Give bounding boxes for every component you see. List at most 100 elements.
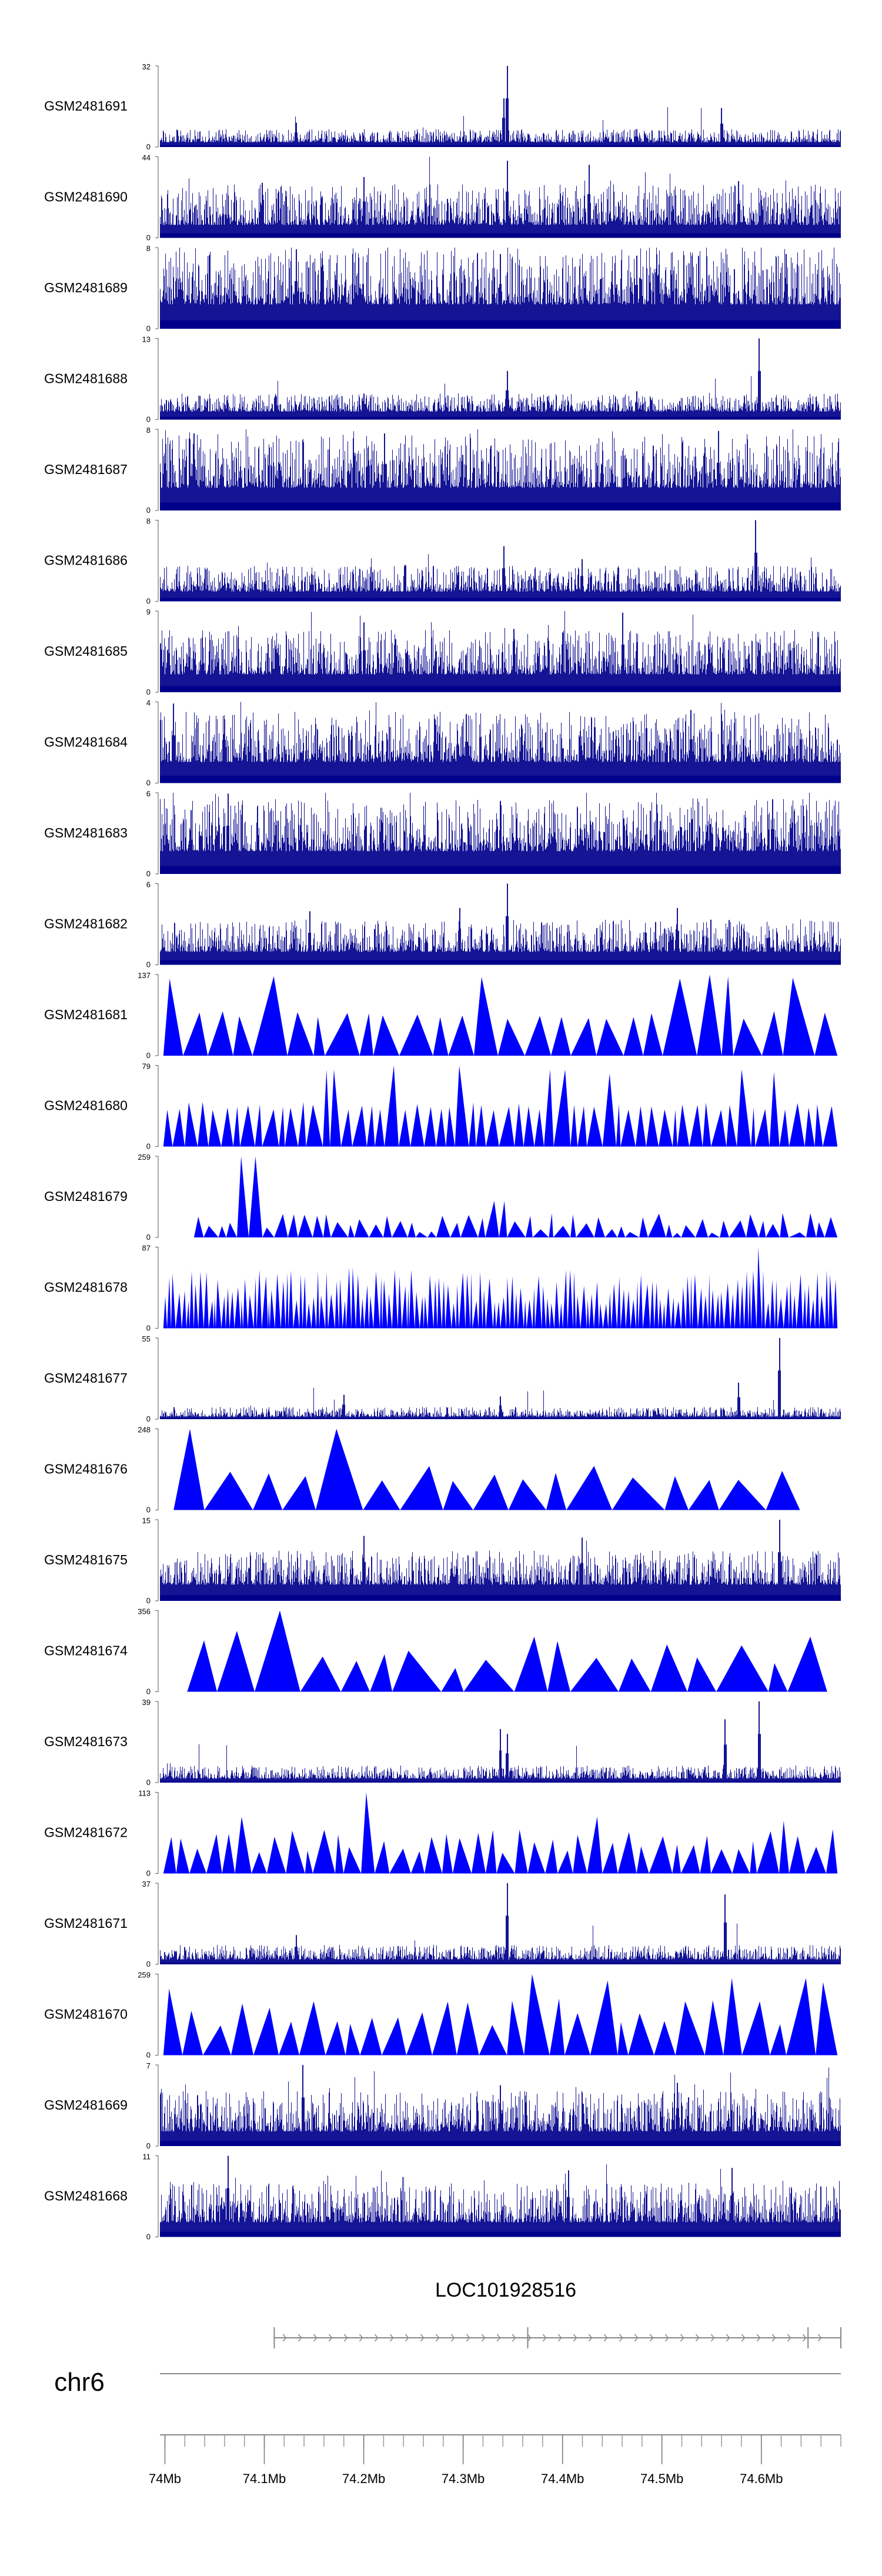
track-GSM2481686: GSM2481686 8 0 xyxy=(44,517,841,606)
signal-bars xyxy=(160,66,841,147)
y-min-label: 0 xyxy=(146,1687,151,1696)
strand-arrow xyxy=(756,2334,761,2342)
signal-baseline xyxy=(160,866,841,874)
y-max-label: 79 xyxy=(142,1062,151,1071)
strand-arrow xyxy=(466,2334,470,2342)
track-label: GSM2481690 xyxy=(44,189,128,205)
signal-bars xyxy=(160,520,841,602)
track-GSM2481681: GSM2481681 137 0 xyxy=(44,971,838,1060)
track-label: GSM2481672 xyxy=(44,1825,128,1840)
y-min-label: 0 xyxy=(146,1233,151,1242)
tick-label: 74.2Mb xyxy=(342,2471,385,2486)
signal-bars xyxy=(160,793,841,874)
track-label: GSM2481686 xyxy=(44,553,128,568)
signal-bars xyxy=(160,1883,841,1964)
strand-arrow xyxy=(664,2334,669,2342)
track-label: GSM2481688 xyxy=(44,371,128,386)
strand-arrow xyxy=(588,2334,593,2342)
track-GSM2481691: GSM2481691 32 0 xyxy=(44,62,841,151)
y-max-label: 7 xyxy=(146,2061,151,2070)
strand-arrow xyxy=(481,2334,486,2342)
track-label: GSM2481675 xyxy=(44,1552,128,1567)
track-GSM2481672: GSM2481672 113 0 xyxy=(44,1789,838,1878)
signal-area xyxy=(193,1156,838,1237)
track-label: GSM2481670 xyxy=(44,2007,128,2022)
track-label: GSM2481677 xyxy=(44,1370,128,1386)
signal-baseline xyxy=(160,502,841,510)
y-max-label: 113 xyxy=(138,1789,151,1798)
track-label: GSM2481681 xyxy=(44,1007,128,1022)
y-min-label: 0 xyxy=(146,597,151,606)
strand-arrow xyxy=(313,2334,318,2342)
signal-baseline xyxy=(160,1595,841,1601)
signal-area xyxy=(173,1429,800,1510)
signal-bars xyxy=(160,1338,841,1419)
track-GSM2481669: GSM2481669 7 0 xyxy=(44,2061,841,2150)
track-label: GSM2481674 xyxy=(44,1643,128,1659)
strand-arrow xyxy=(359,2334,363,2342)
signal-baseline xyxy=(160,320,841,329)
track-GSM2481675: GSM2481675 15 0 xyxy=(44,1516,841,1605)
track-GSM2481678: GSM2481678 87 0 xyxy=(44,1244,838,1333)
y-max-label: 6 xyxy=(146,880,151,889)
track-label: GSM2481679 xyxy=(44,1189,128,1204)
strand-arrow xyxy=(328,2334,333,2342)
tick-label: 74.1Mb xyxy=(243,2471,286,2486)
y-max-label: 137 xyxy=(138,971,151,980)
track-label: GSM2481691 xyxy=(44,98,128,114)
strand-arrow xyxy=(496,2334,501,2342)
strand-arrow xyxy=(695,2334,700,2342)
track-label: GSM2481683 xyxy=(44,825,128,840)
y-min-label: 0 xyxy=(146,1142,151,1151)
y-min-label: 0 xyxy=(146,688,151,696)
signal-area xyxy=(163,1792,838,1874)
y-max-label: 39 xyxy=(142,1698,151,1707)
strand-arrow xyxy=(405,2334,409,2342)
y-min-label: 0 xyxy=(146,2141,151,2150)
strand-arrow xyxy=(619,2334,623,2342)
track-label: GSM2481676 xyxy=(44,1461,128,1477)
strand-arrow xyxy=(802,2334,807,2342)
y-max-label: 87 xyxy=(142,1244,151,1253)
y-max-label: 8 xyxy=(146,244,151,253)
signal-baseline xyxy=(160,960,841,965)
tick-label: 74.3Mb xyxy=(442,2471,485,2486)
track-GSM2481679: GSM2481679 259 0 xyxy=(44,1153,838,1242)
y-max-label: 13 xyxy=(142,335,151,344)
track-label: GSM2481669 xyxy=(44,2097,128,2113)
tick-label: 74.5Mb xyxy=(640,2471,683,2486)
track-GSM2481668: GSM2481668 11 0 xyxy=(44,2153,841,2241)
signal-baseline xyxy=(160,775,841,783)
y-max-label: 6 xyxy=(146,789,151,798)
strand-arrow xyxy=(680,2334,684,2342)
y-min-label: 0 xyxy=(146,1960,151,1968)
strand-arrow xyxy=(542,2334,547,2342)
track-GSM2481673: GSM2481673 39 0 xyxy=(44,1698,841,1787)
gene-label: LOC101928516 xyxy=(435,2279,576,2301)
track-GSM2481683: GSM2481683 6 0 xyxy=(44,789,841,878)
track-GSM2481690: GSM2481690 44 0 xyxy=(44,154,841,242)
track-GSM2481670: GSM2481670 259 0 xyxy=(44,1971,838,2060)
tick-label: 74.6Mb xyxy=(740,2471,783,2486)
signal-bars xyxy=(160,1701,841,1783)
signal-area xyxy=(163,975,838,1056)
strand-arrow xyxy=(741,2334,746,2342)
y-min-label: 0 xyxy=(146,1414,151,1423)
strand-arrow xyxy=(450,2334,455,2342)
signal-bars xyxy=(160,2155,841,2237)
strand-arrow xyxy=(726,2334,730,2342)
signal-baseline xyxy=(160,1781,841,1783)
track-GSM2481685: GSM2481685 9 0 xyxy=(44,608,841,696)
y-max-label: 248 xyxy=(138,1426,151,1434)
track-GSM2481687: GSM2481687 8 0 xyxy=(44,426,841,515)
track-label: GSM2481680 xyxy=(44,1098,128,1113)
signal-baseline xyxy=(160,416,841,420)
track-label: GSM2481671 xyxy=(44,1916,128,1931)
y-max-label: 44 xyxy=(142,154,151,162)
strand-arrow xyxy=(573,2334,577,2342)
y-max-label: 8 xyxy=(146,517,151,526)
track-GSM2481680: GSM2481680 79 0 xyxy=(44,1062,838,1151)
tick-label: 74Mb xyxy=(149,2471,181,2486)
y-max-label: 9 xyxy=(146,608,151,616)
y-max-label: 4 xyxy=(146,699,151,708)
